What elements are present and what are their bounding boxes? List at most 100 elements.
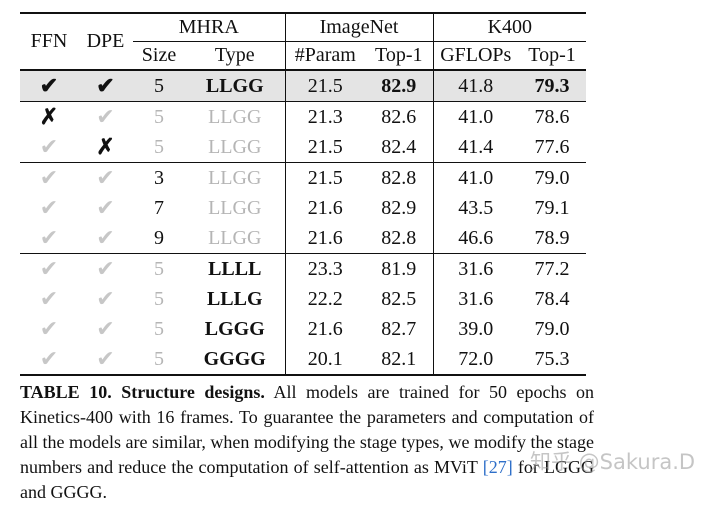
watermark: 知乎 @Sakura.D: [530, 450, 696, 474]
cell-top1-k400: 79.0: [518, 162, 587, 193]
cell-size: 9: [154, 226, 164, 249]
cell-gflops: 43.5: [432, 193, 519, 223]
table-caption: TABLE 10. Structure designs. All models …: [20, 380, 594, 505]
cell-gflops: 41.0: [432, 101, 519, 132]
cell-top1-k400: 78.6: [518, 101, 587, 132]
ffn-check-icon: ✔: [39, 286, 59, 311]
cell-top1-imagenet: 82.9: [381, 196, 417, 219]
dpe-check-icon: ✔: [78, 162, 133, 193]
dpe-check-icon: ✔: [78, 101, 133, 132]
table-row: ✔ ✔ 5 LLGG 21.5 82.9 41.8 79.3: [20, 69, 587, 102]
cell-top1-imagenet: 82.1: [365, 344, 434, 376]
cell-gflops: 39.0: [432, 314, 519, 344]
header-k400: K400: [432, 12, 587, 42]
table-row: ✔ ✔ 7 LLGG 21.6 82.9 43.5 79.1: [20, 193, 586, 223]
table-row: ✗ ✔ 5 LLGG 21.3 82.6 41.0 78.6: [20, 101, 587, 132]
cell-top1-k400: 79.1: [534, 196, 570, 219]
caption-label: TABLE 10. Structure designs.: [20, 382, 265, 402]
table-row: ✔ ✔ 9 LLGG 21.6 82.8 46.6 78.9: [20, 223, 586, 254]
cell-gflops: 41.0: [432, 162, 519, 193]
cell-type: LLGG: [185, 69, 286, 102]
ffn-check-icon: ✔: [39, 225, 59, 250]
cell-type: GGGG: [185, 344, 286, 376]
cell-top1-k400: 79.0: [534, 317, 570, 340]
cell-param: 23.3: [284, 253, 366, 284]
cell-size: 5: [133, 253, 185, 284]
cell-top1-imagenet: 81.9: [365, 253, 434, 284]
cell-gflops: 31.6: [432, 253, 519, 284]
cell-size: 5: [133, 344, 185, 376]
table-row: ✔ ✔ 5 LLLL 23.3 81.9 31.6 77.2: [20, 253, 587, 284]
caption-text: All models are trained for 50 epochs on …: [20, 382, 594, 477]
cell-param: 21.3: [284, 101, 366, 132]
header-gflops: GFLOPs: [432, 41, 519, 70]
dpe-check-icon: ✔: [78, 69, 133, 102]
header-row-1: FFN DPE MHRA ImageNet K400: [20, 12, 587, 70]
cell-size: 3: [133, 162, 185, 193]
cell-top1-k400: 77.6: [534, 135, 570, 158]
header-dpe: DPE: [78, 12, 133, 70]
cell-top1-imagenet: 82.5: [381, 287, 417, 310]
ffn-check-icon: ✔: [20, 344, 78, 376]
header-mhra: MHRA: [133, 12, 286, 42]
table-row: ✔ ✔ 5 LLLG 22.2 82.5 31.6 78.4: [20, 284, 586, 314]
citation-link[interactable]: [27]: [482, 457, 513, 477]
structure-designs-table: FFN DPE MHRA ImageNet K400 Size Type #Pa…: [20, 12, 587, 376]
header-type: Type: [214, 44, 255, 66]
dpe-cross-icon: ✗: [96, 134, 115, 159]
ffn-check-icon: ✔: [39, 316, 59, 341]
cell-type: LLLL: [185, 253, 286, 284]
dpe-check-icon: ✔: [96, 286, 115, 311]
table-row: ✔ ✔ 5 GGGG 20.1 82.1 72.0 75.3: [20, 344, 587, 376]
cell-type: LGGG: [204, 317, 265, 340]
cell-gflops: 31.6: [432, 284, 519, 314]
cell-top1-imagenet: 82.6: [365, 101, 434, 132]
cell-size: 5: [154, 287, 164, 310]
cell-gflops: 41.8: [432, 69, 519, 102]
cell-type: LLGG: [208, 196, 262, 219]
cell-size: 5: [154, 135, 164, 158]
ffn-check-icon: ✔: [39, 134, 59, 159]
cell-param: 21.5: [284, 132, 366, 163]
cell-param: 20.1: [284, 344, 366, 376]
dpe-check-icon: ✔: [96, 195, 115, 220]
ffn-check-icon: ✔: [20, 162, 78, 193]
cell-top1-imagenet: 82.7: [381, 317, 417, 340]
dpe-check-icon: ✔: [96, 316, 115, 341]
cell-gflops: 46.6: [432, 223, 519, 254]
cell-size: 5: [133, 101, 185, 132]
table-row: ✔ ✔ 3 LLGG 21.5 82.8 41.0 79.0: [20, 162, 587, 193]
header-param: #Param: [284, 41, 366, 70]
table-row: ✔ ✗ 5 LLGG 21.5 82.4 41.4 77.6: [20, 132, 586, 163]
cell-top1-imagenet: 82.8: [381, 226, 417, 249]
cell-size: 7: [154, 196, 164, 219]
cell-param: 21.6: [284, 223, 366, 254]
cell-gflops: 41.4: [432, 132, 519, 163]
caption-text-end: for LGGG and GGGG.: [20, 457, 594, 502]
dpe-check-icon: ✔: [78, 253, 133, 284]
cell-top1-k400: 79.3: [518, 69, 587, 102]
cell-param: 22.2: [284, 284, 366, 314]
cell-type: LLGG: [208, 226, 262, 249]
cell-top1-imagenet: 82.9: [365, 69, 434, 102]
cell-type: LLLG: [206, 287, 263, 310]
cell-param: 21.5: [284, 162, 366, 193]
header-top1-k400: Top-1: [528, 44, 576, 66]
cell-top1-imagenet: 82.4: [381, 135, 417, 158]
table-row: ✔ ✔ 5 LGGG 21.6 82.7 39.0 79.0: [20, 314, 586, 344]
cell-top1-imagenet: 82.8: [365, 162, 434, 193]
cell-top1-k400: 78.4: [534, 287, 570, 310]
dpe-check-icon: ✔: [96, 225, 115, 250]
ffn-check-icon: ✔: [20, 69, 78, 102]
cell-param: 21.6: [284, 314, 366, 344]
ffn-check-icon: ✔: [39, 195, 59, 220]
header-size: Size: [141, 44, 177, 66]
cell-size: 5: [133, 69, 185, 102]
cell-top1-k400: 77.2: [518, 253, 587, 284]
header-top1-imagenet: Top-1: [375, 44, 423, 66]
ffn-check-icon: ✔: [20, 253, 78, 284]
cell-top1-k400: 78.9: [534, 226, 570, 249]
header-imagenet: ImageNet: [284, 12, 434, 42]
dpe-check-icon: ✔: [78, 344, 133, 376]
cell-size: 5: [154, 317, 164, 340]
